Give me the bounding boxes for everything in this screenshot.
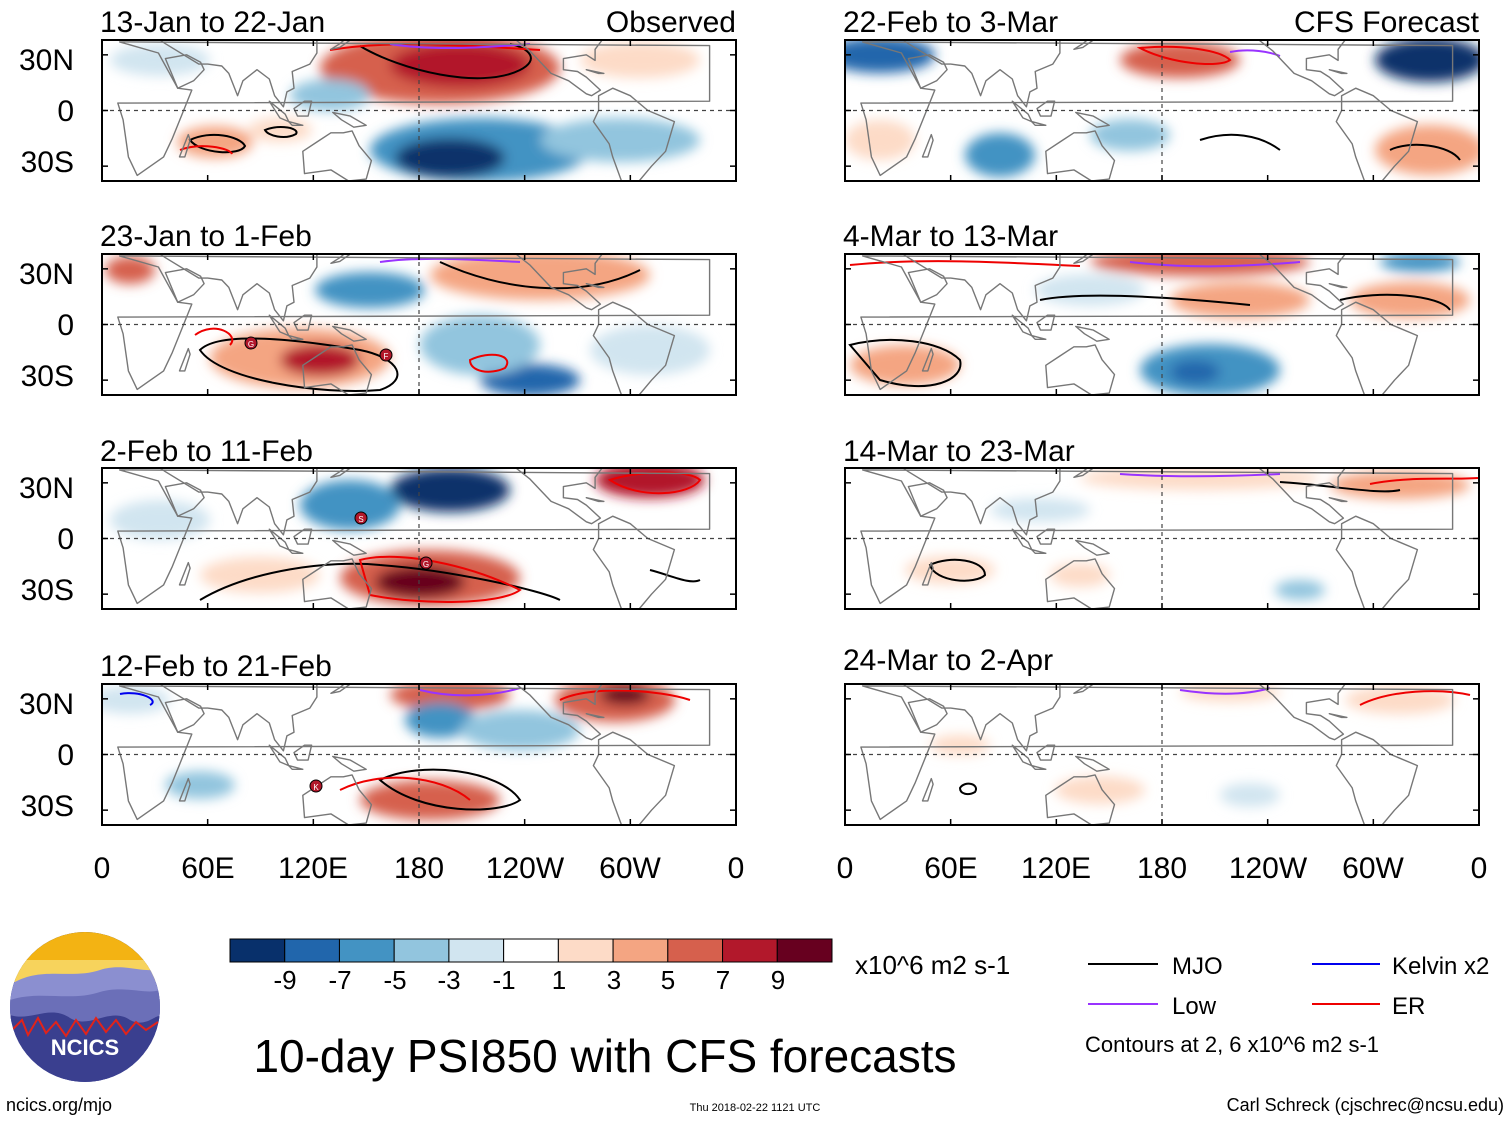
coastlines (102, 468, 711, 609)
svg-text:F: F (384, 352, 389, 361)
panel-title: 14-Mar to 23-Mar (843, 435, 1075, 468)
storm-marker: G (419, 556, 433, 570)
storm-marker: F (379, 348, 393, 362)
colorbar-units: x10^6 m2 s-1 (855, 950, 1010, 980)
coastlines (102, 684, 711, 825)
svg-text:G: G (423, 560, 429, 569)
svg-text:K: K (313, 783, 319, 792)
lon-tick-label: 0 (728, 852, 745, 885)
colorbar-tick-label: 1 (552, 965, 566, 995)
lat-tick-label: 0 (57, 523, 74, 556)
colorbar-tick-label: 5 (661, 965, 675, 995)
colorbar-swatch (557, 938, 614, 963)
lon-tick-label: 60E (924, 852, 977, 885)
colorbar-swatch (338, 938, 395, 963)
colorbar-swatch (667, 938, 724, 963)
forecast-label: CFS Forecast (1294, 6, 1480, 39)
legend-label: ER (1392, 993, 1425, 1020)
colorbar-swatch (448, 938, 505, 963)
colorbar-tick-label: -1 (492, 965, 515, 995)
panel-title: 23-Jan to 1-Feb (100, 220, 312, 253)
panel-observed-1 (102, 40, 736, 181)
colorbar-swatch (229, 938, 286, 963)
lat-tick-label: 30N (19, 472, 74, 505)
lon-tick-label: 120W (1229, 852, 1308, 885)
panel-title: 2-Feb to 11-Feb (100, 435, 313, 468)
lon-tick-label: 0 (1471, 852, 1488, 885)
coastlines (102, 254, 711, 395)
logo-text: NCICS (51, 1035, 119, 1060)
lon-tick-label: 180 (1137, 852, 1187, 885)
coastlines (845, 254, 1454, 395)
colorbar-tick-label: 7 (716, 965, 730, 995)
panel-title: 4-Mar to 13-Mar (843, 220, 1058, 253)
lat-tick-label: 0 (57, 739, 74, 772)
lon-tick-label: 120E (1021, 852, 1091, 885)
storm-marker: G (244, 336, 258, 350)
footer-credit: Carl Schreck (cjschrec@ncsu.edu) (1227, 1095, 1504, 1115)
lat-axis: 30N 0 30S 30N 0 30S 30N 0 30S 30N 0 30S (19, 44, 74, 823)
colorbar-swatch (393, 938, 450, 963)
colorbar-tick-label: -7 (328, 965, 351, 995)
storm-markers: G F S G K (244, 336, 433, 793)
svg-text:G: G (248, 340, 254, 349)
lat-tick-label: 0 (57, 309, 74, 342)
coastlines (845, 684, 1454, 825)
colorbar-swatch (722, 938, 778, 963)
footer-timestamp: Thu 2018-02-22 1121 UTC (690, 1102, 821, 1114)
colorbar-swatch (776, 938, 833, 963)
panel-title: 12-Feb to 21-Feb (100, 650, 332, 683)
legend-label: MJO (1172, 953, 1223, 980)
panel-title: 13-Jan to 22-Jan (100, 6, 325, 39)
lon-tick-label: 120E (278, 852, 348, 885)
lon-tick-label: 120W (486, 852, 565, 885)
lat-tick-label: 0 (57, 95, 74, 128)
lon-axis-left: 0 60E 120E 180 120W 60W 0 (94, 852, 745, 885)
figure-title: 10-day PSI850 with CFS forecasts (253, 1030, 956, 1082)
map-decorations (101, 39, 1480, 826)
colorbar-swatch (284, 938, 340, 963)
lon-tick-label: 0 (94, 852, 111, 885)
legend: MJO Low Kelvin x2 ER Contours at 2, 6 x1… (1085, 953, 1489, 1057)
panel-title: 22-Feb to 3-Mar (843, 6, 1058, 39)
svg-text:S: S (358, 515, 363, 524)
panel-forecast-1 (845, 40, 1479, 181)
colorbar-swatch (612, 938, 669, 963)
contour-note: Contours at 2, 6 x10^6 m2 s-1 (1085, 1032, 1379, 1057)
colorbar: -9 -7 -5 -3 -1 1 3 5 7 9 x10^6 m2 s-1 (229, 938, 1010, 995)
legend-label: Kelvin x2 (1392, 953, 1489, 980)
colorbar-tick-label: -3 (437, 965, 460, 995)
lat-tick-label: 30N (19, 258, 74, 291)
lat-tick-label: 30S (21, 360, 74, 393)
lat-tick-label: 30N (19, 688, 74, 721)
colorbar-swatch (503, 938, 559, 963)
lon-tick-label: 0 (837, 852, 854, 885)
coastlines (845, 468, 1454, 609)
storm-marker: K (309, 779, 323, 793)
panel-title: 24-Mar to 2-Apr (843, 644, 1053, 677)
colorbar-tick-label: -9 (273, 965, 296, 995)
lat-tick-label: 30S (21, 790, 74, 823)
lat-tick-label: 30N (19, 44, 74, 77)
lat-tick-label: 30S (21, 146, 74, 179)
lon-tick-label: 60E (181, 852, 234, 885)
lon-tick-label: 60W (599, 852, 661, 885)
lon-axis-right: 0 60E 120E 180 120W 60W 0 (837, 852, 1488, 885)
colorbar-tick-label: -5 (383, 965, 406, 995)
ncics-logo: NCICS (10, 932, 160, 1082)
observed-label: Observed (606, 6, 736, 39)
lon-tick-label: 180 (394, 852, 444, 885)
footer-url[interactable]: ncics.org/mjo (6, 1095, 112, 1115)
lat-tick-label: 30S (21, 574, 74, 607)
colorbar-tick-label: 9 (771, 965, 785, 995)
storm-marker: S (354, 511, 368, 525)
psi850-field (845, 40, 1479, 181)
coastlines (102, 40, 711, 181)
colorbar-tick-label: 3 (607, 965, 621, 995)
legend-label: Low (1172, 993, 1217, 1020)
psi850-field (102, 40, 736, 181)
coastlines (845, 40, 1454, 181)
lon-tick-label: 60W (1342, 852, 1404, 885)
